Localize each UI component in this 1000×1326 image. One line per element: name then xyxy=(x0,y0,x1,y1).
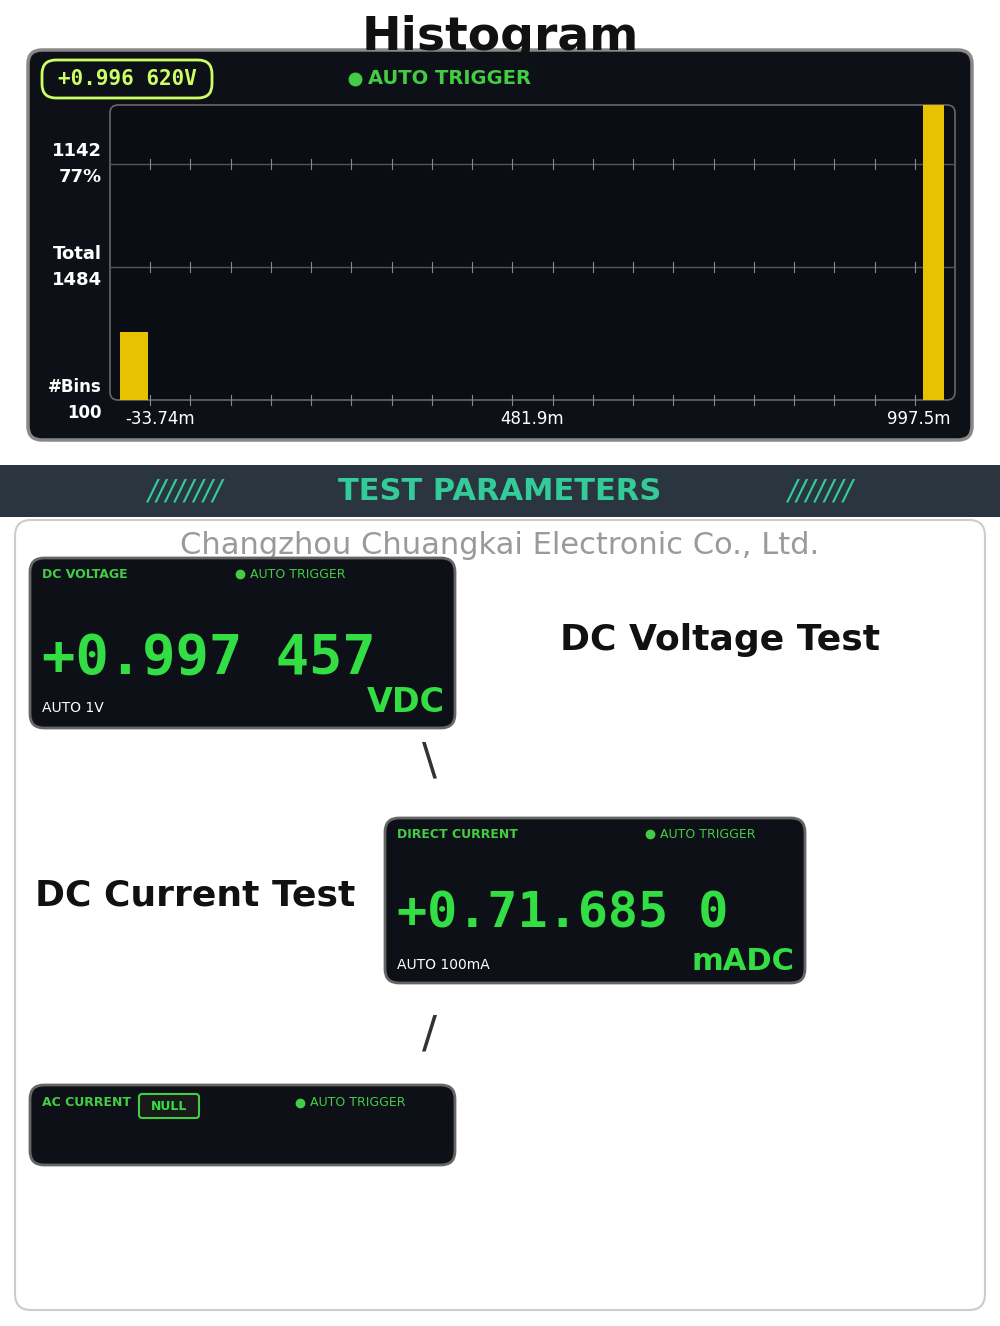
Text: NULL: NULL xyxy=(151,1099,187,1113)
Text: 997.5m: 997.5m xyxy=(887,410,950,428)
Text: ///////: /////// xyxy=(787,477,853,505)
Bar xyxy=(120,332,148,400)
Text: DIRECT CURRENT: DIRECT CURRENT xyxy=(397,827,518,841)
Text: 100: 100 xyxy=(68,404,102,422)
Text: AUTO TRIGGER: AUTO TRIGGER xyxy=(368,69,531,89)
Bar xyxy=(0,465,1000,517)
Text: AUTO TRIGGER: AUTO TRIGGER xyxy=(660,827,756,841)
Text: +0.996 620V: +0.996 620V xyxy=(58,69,196,89)
Text: \: \ xyxy=(422,740,438,784)
Text: AUTO 1V: AUTO 1V xyxy=(42,701,104,715)
Text: -33.74m: -33.74m xyxy=(125,410,195,428)
Text: 1142: 1142 xyxy=(52,142,102,160)
Text: AUTO TRIGGER: AUTO TRIGGER xyxy=(310,1097,406,1110)
FancyBboxPatch shape xyxy=(110,105,955,400)
FancyBboxPatch shape xyxy=(385,818,805,983)
Text: AC CURRENT: AC CURRENT xyxy=(42,1097,131,1110)
FancyBboxPatch shape xyxy=(139,1094,199,1118)
FancyBboxPatch shape xyxy=(30,1085,455,1166)
Text: TEST PARAMETERS: TEST PARAMETERS xyxy=(338,476,662,505)
Text: ////////: //////// xyxy=(148,477,222,505)
Text: AUTO TRIGGER: AUTO TRIGGER xyxy=(250,568,346,581)
FancyBboxPatch shape xyxy=(28,50,972,440)
Text: /: / xyxy=(422,1013,438,1057)
Text: mADC: mADC xyxy=(692,947,795,976)
FancyBboxPatch shape xyxy=(15,520,985,1310)
Text: +0.71.685 0: +0.71.685 0 xyxy=(397,888,728,937)
Text: #Bins: #Bins xyxy=(48,378,102,396)
Text: DC VOLTAGE: DC VOLTAGE xyxy=(42,568,128,581)
Text: 77%: 77% xyxy=(59,168,102,186)
Text: 1484: 1484 xyxy=(52,272,102,289)
Text: Histogram: Histogram xyxy=(361,16,639,61)
Text: Total: Total xyxy=(53,245,102,264)
Text: Changzhou Chuangkai Electronic Co., Ltd.: Changzhou Chuangkai Electronic Co., Ltd. xyxy=(180,530,820,560)
Text: AUTO 100mA: AUTO 100mA xyxy=(397,957,490,972)
Text: 481.9m: 481.9m xyxy=(501,410,564,428)
Text: DC Current Test: DC Current Test xyxy=(35,878,355,912)
Bar xyxy=(923,105,944,400)
Text: DC Voltage Test: DC Voltage Test xyxy=(560,623,880,656)
Text: +0.997 457: +0.997 457 xyxy=(42,631,376,684)
Text: VDC: VDC xyxy=(367,687,445,720)
FancyBboxPatch shape xyxy=(30,558,455,728)
